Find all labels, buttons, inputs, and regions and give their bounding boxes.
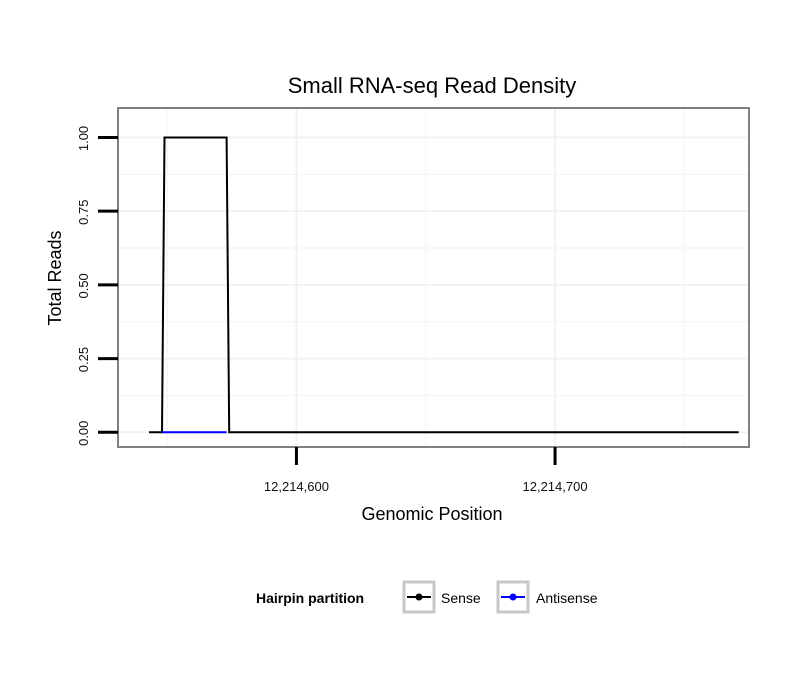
chart-title: Small RNA-seq Read Density <box>288 73 577 98</box>
legend-item-antisense: Antisense <box>496 580 598 614</box>
legend-label-sense: Sense <box>441 590 481 606</box>
y-tick-label: 0.00 <box>76 421 91 446</box>
legend-point-sense <box>415 593 423 601</box>
series-line-sense <box>149 136 739 434</box>
plot-panel <box>118 108 749 447</box>
y-axis-title: Total Reads <box>45 230 65 325</box>
legend-title: Hairpin partition <box>256 590 364 606</box>
x-axis: 12,214,600 12,214,700 <box>264 447 588 494</box>
x-tick-label: 12,214,600 <box>264 479 329 494</box>
y-axis: 0.00 0.25 0.50 0.75 1.00 <box>76 126 118 446</box>
y-tick-label: 1.00 <box>76 126 91 151</box>
y-tick-label: 0.75 <box>76 200 91 225</box>
legend-label-antisense: Antisense <box>536 590 598 606</box>
legend: Hairpin partition Sense Antisense <box>256 580 598 614</box>
y-tick-label: 0.25 <box>76 347 91 372</box>
series-lines <box>149 136 739 434</box>
legend-point-antisense <box>509 593 517 601</box>
x-axis-title: Genomic Position <box>361 504 502 524</box>
legend-item-sense: Sense <box>402 580 481 614</box>
x-tick-label: 12,214,700 <box>523 479 588 494</box>
plot-panel-border <box>117 107 750 448</box>
grid-lines <box>118 108 749 447</box>
y-tick-label: 0.50 <box>76 273 91 298</box>
